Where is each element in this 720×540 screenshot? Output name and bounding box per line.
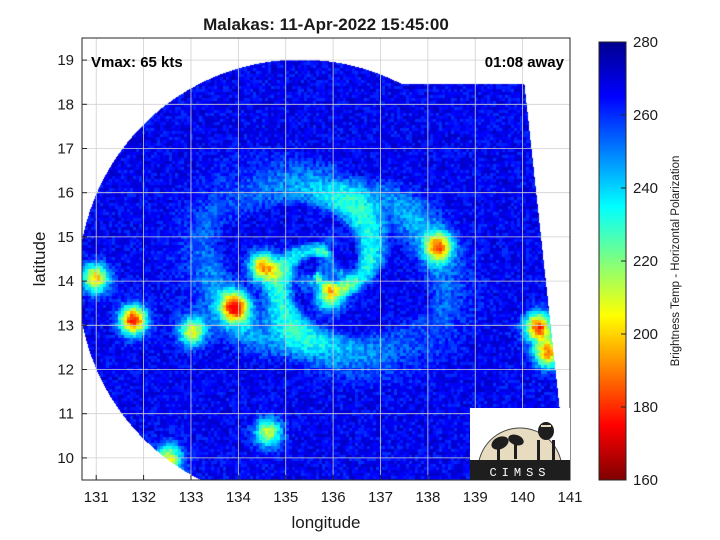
colorbar-tick-label: 200 [633, 326, 658, 343]
colorbar-tick-label: 180 [633, 399, 658, 416]
x-tick-label: 135 [273, 489, 298, 506]
colorbar-tick-label: 160 [633, 472, 658, 489]
y-tick-label: 10 [57, 450, 74, 467]
y-tick-label: 17 [57, 141, 74, 158]
y-tick-label: 15 [57, 229, 74, 246]
cimss-logo: CIMSS [470, 408, 570, 480]
x-tick-label: 134 [226, 489, 251, 506]
y-tick-label: 13 [57, 317, 74, 334]
y-tick-label: 14 [57, 273, 74, 290]
colorbar-tick-label: 220 [633, 253, 658, 270]
x-axis-label: longitude [291, 513, 360, 532]
time-away-annotation: 01:08 away [485, 54, 565, 71]
heatmap-field [82, 38, 570, 480]
colorbar-ticks: 160 180 200 220 240 260 280 [621, 34, 658, 489]
x-tick-label: 133 [178, 489, 203, 506]
axis-ticks: 131 132 133 134 135 136 137 138 139 140 141 10 11 12 1… [57, 52, 582, 506]
colorbar-label: Brightness Temp - Horizontal Polarizatio… [670, 156, 682, 367]
vmax-annotation: Vmax: 65 kts [91, 54, 183, 71]
y-tick-label: 16 [57, 185, 74, 202]
x-tick-label: 140 [510, 489, 535, 506]
x-tick-label: 136 [321, 489, 346, 506]
axes-frame [81, 37, 571, 481]
y-tick-label: 18 [57, 96, 74, 113]
x-tick-label: 132 [131, 489, 156, 506]
x-tick-label: 137 [368, 489, 393, 506]
chart-title: Malakas: 11-Apr-2022 15:45:00 [203, 15, 449, 34]
x-tick-label: 139 [463, 489, 488, 506]
y-tick-label: 19 [57, 52, 74, 69]
grid-lines [82, 38, 570, 480]
y-tick-label: 12 [57, 362, 74, 379]
y-axis-label: latitude [30, 232, 49, 287]
colorbar-tick-label: 260 [633, 107, 658, 124]
colorbar-tick-label: 240 [633, 180, 658, 197]
logo-text: CIMSS [489, 466, 550, 480]
x-tick-label: 131 [84, 489, 109, 506]
heatmap-field-host [82, 38, 570, 480]
y-tick-label: 11 [58, 406, 74, 423]
x-tick-label: 138 [415, 489, 440, 506]
colorbar-tick-label: 280 [633, 34, 658, 51]
x-tick-label: 141 [557, 489, 582, 506]
